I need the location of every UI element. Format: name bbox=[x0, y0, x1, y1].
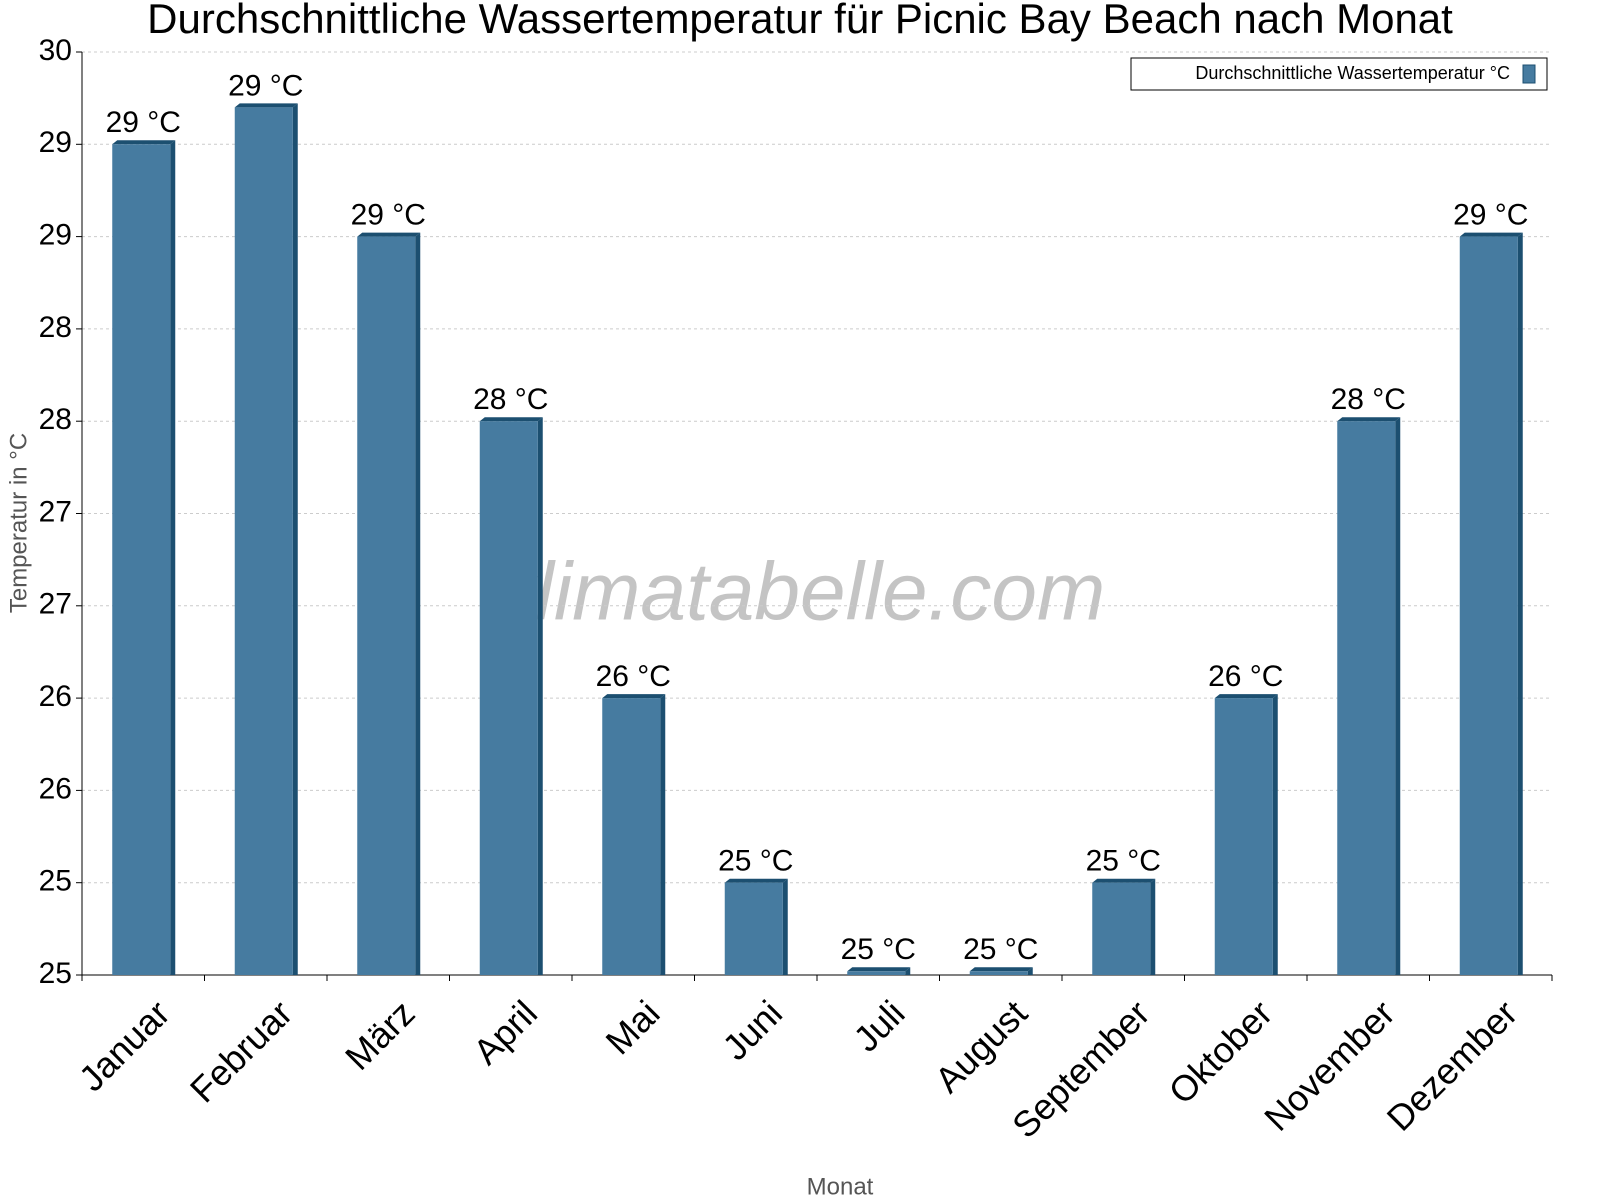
bar-side bbox=[905, 967, 911, 975]
bar bbox=[1337, 421, 1396, 975]
bar-top bbox=[969, 967, 1033, 972]
bar-top bbox=[1459, 232, 1523, 237]
bar-top bbox=[1337, 417, 1401, 422]
bar-top bbox=[724, 878, 788, 883]
bar bbox=[234, 107, 293, 975]
x-tick-label: April bbox=[465, 992, 545, 1072]
legend-swatch bbox=[1522, 64, 1536, 84]
bar-group bbox=[1092, 878, 1156, 975]
bar-top bbox=[1092, 878, 1156, 883]
data-label: 29 °C bbox=[351, 199, 426, 232]
bar-group bbox=[1337, 417, 1401, 975]
data-label: 29 °C bbox=[1453, 199, 1528, 232]
bar-top bbox=[234, 103, 298, 108]
bar-side bbox=[1150, 878, 1156, 975]
bar bbox=[969, 971, 1028, 975]
y-tick-label: 27 bbox=[39, 495, 72, 528]
bar-top bbox=[479, 417, 543, 422]
bar-side bbox=[1395, 417, 1401, 975]
bar-side bbox=[170, 140, 176, 976]
y-tick-label: 26 bbox=[39, 680, 72, 713]
y-tick-label: 28 bbox=[39, 311, 72, 344]
bar-group bbox=[357, 232, 421, 976]
bar-side bbox=[782, 878, 788, 975]
bar-top bbox=[1214, 694, 1278, 699]
x-tick-label: März bbox=[337, 992, 423, 1078]
y-tick-label: 28 bbox=[39, 403, 72, 436]
bar bbox=[357, 236, 416, 976]
bar-group bbox=[724, 878, 788, 975]
bar-top bbox=[112, 140, 176, 145]
y-tick-label: 26 bbox=[39, 772, 72, 805]
bar-side bbox=[537, 417, 543, 975]
bar bbox=[1214, 698, 1273, 975]
data-label: 25 °C bbox=[718, 845, 793, 878]
data-label: 29 °C bbox=[106, 106, 181, 139]
bar-group bbox=[479, 417, 543, 975]
bar bbox=[847, 971, 906, 975]
watermark: klimatabelle.com bbox=[495, 547, 1106, 638]
data-label: 29 °C bbox=[228, 69, 303, 102]
bar-top bbox=[847, 967, 911, 972]
y-tick-label: 25 bbox=[39, 865, 72, 898]
x-tick-label: Juni bbox=[714, 992, 790, 1068]
legend-label: Durchschnittliche Wassertemperatur °C bbox=[1195, 63, 1510, 83]
bar-side bbox=[1517, 232, 1523, 976]
bar-side bbox=[292, 103, 298, 975]
bar bbox=[724, 882, 783, 975]
bar-side bbox=[1027, 967, 1033, 975]
y-tick-label: 30 bbox=[39, 34, 72, 67]
legend-box bbox=[1130, 57, 1548, 91]
x-tick-label: Januar bbox=[71, 992, 178, 1099]
bar-group bbox=[112, 140, 176, 976]
bar bbox=[112, 144, 171, 976]
data-label: 25 °C bbox=[841, 933, 916, 966]
bar-group bbox=[602, 694, 666, 975]
bar-side bbox=[1272, 694, 1278, 975]
x-tick-label: Oktober bbox=[1161, 992, 1281, 1112]
bar-group bbox=[1214, 694, 1278, 975]
bar bbox=[1459, 236, 1518, 976]
x-tick-label: August bbox=[927, 992, 1035, 1100]
y-tick-label: 27 bbox=[39, 588, 72, 621]
y-tick-label: 29 bbox=[39, 126, 72, 159]
bar-group bbox=[1459, 232, 1523, 976]
bar-group bbox=[969, 967, 1033, 975]
x-tick-label: Juli bbox=[845, 992, 912, 1059]
x-axis-title: Monat bbox=[807, 1173, 874, 1200]
bar-top bbox=[602, 694, 666, 699]
bar-top bbox=[357, 232, 421, 237]
bar-side bbox=[415, 232, 421, 976]
x-tick-label: Mai bbox=[598, 992, 668, 1062]
data-label: 26 °C bbox=[596, 660, 671, 693]
x-tick-label: Dezember bbox=[1379, 992, 1525, 1138]
data-label: 28 °C bbox=[1331, 383, 1406, 416]
bar-group bbox=[234, 103, 298, 975]
data-label: 28 °C bbox=[473, 383, 548, 416]
data-label: 25 °C bbox=[963, 933, 1038, 966]
bar bbox=[479, 421, 538, 975]
bar-group bbox=[847, 967, 911, 975]
bar bbox=[1092, 882, 1151, 975]
y-tick-label: 25 bbox=[39, 957, 72, 990]
data-label: 25 °C bbox=[1086, 845, 1161, 878]
chart-title: Durchschnittliche Wassertemperatur für P… bbox=[147, 0, 1453, 42]
x-tick-label: Februar bbox=[182, 992, 300, 1110]
data-label: 26 °C bbox=[1208, 660, 1283, 693]
y-axis-title: Temperatur in °C bbox=[5, 433, 32, 613]
y-tick-label: 29 bbox=[39, 219, 72, 252]
legend: Durchschnittliche Wassertemperatur °C bbox=[1130, 57, 1548, 91]
x-tick-label: November bbox=[1256, 992, 1402, 1138]
bar-side bbox=[660, 694, 666, 975]
bar bbox=[602, 698, 661, 975]
